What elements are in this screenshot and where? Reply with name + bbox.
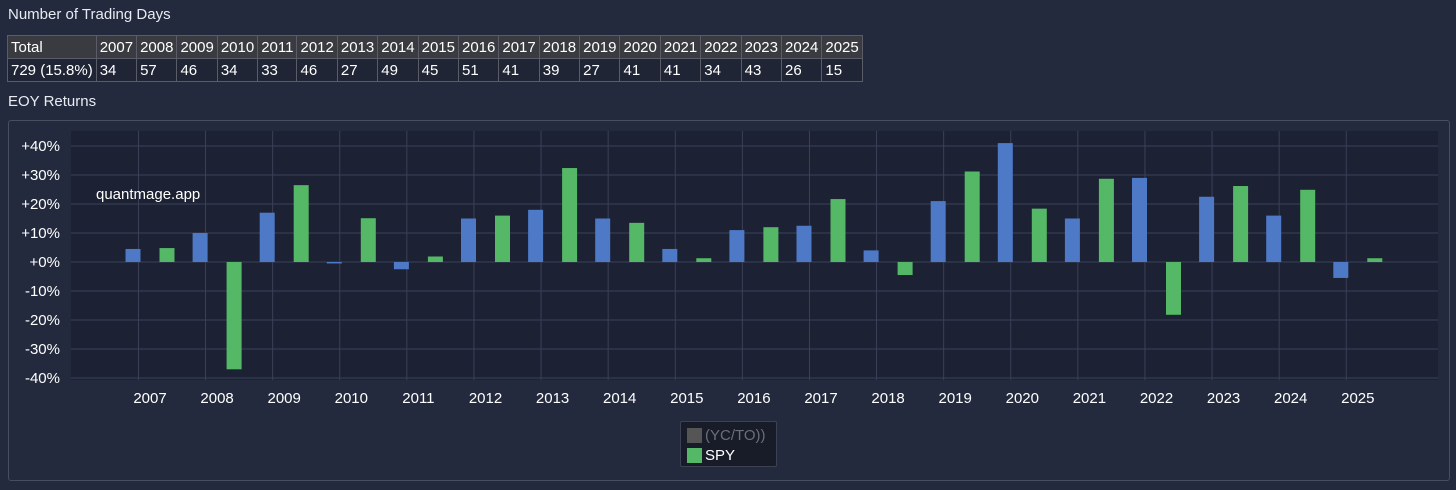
header-cell-2018: 2018 [538, 35, 581, 59]
value-cell-2008: 57 [136, 58, 178, 82]
header-cell-total: Total [7, 35, 97, 59]
value-cell-2015: 45 [417, 58, 459, 82]
header-cell-2024: 2024 [780, 35, 823, 59]
header-cell-2017: 2017 [498, 35, 540, 59]
legend-item-series-1[interactable]: (YC/TO)) [687, 426, 766, 444]
value-cell-2024: 26 [780, 58, 823, 82]
header-cell-2020: 2020 [619, 35, 661, 59]
trading-days-heading: Number of Trading Days [8, 6, 171, 23]
header-cell-2019: 2019 [579, 35, 621, 59]
header-cell-2021: 2021 [659, 35, 702, 59]
header-cell-2011: 2011 [257, 35, 298, 59]
eoy-returns-heading: EOY Returns [8, 93, 97, 110]
value-cell-2011: 33 [257, 58, 298, 82]
header-cell-2012: 2012 [296, 35, 338, 59]
header-cell-2013: 2013 [336, 35, 379, 59]
value-cell-2009: 46 [176, 58, 218, 82]
header-cell-2007: 2007 [95, 35, 138, 59]
value-cell-total: 729 (15.8%) [7, 58, 97, 82]
legend-item-spy[interactable]: SPY [687, 446, 735, 464]
chart-legend: (YC/TO)) SPY [680, 421, 777, 467]
value-cell-2019: 27 [579, 58, 621, 82]
value-cell-2012: 46 [296, 58, 338, 82]
header-cell-2009: 2009 [176, 35, 218, 59]
header-cell-2014: 2014 [377, 35, 419, 59]
value-cell-2020: 41 [619, 58, 661, 82]
value-cell-2014: 49 [377, 58, 419, 82]
legend-swatch-spy [687, 447, 702, 463]
value-cell-2017: 41 [498, 58, 540, 82]
value-cell-2016: 51 [457, 58, 500, 82]
value-cell-2018: 39 [538, 58, 581, 82]
value-cell-2022: 34 [700, 58, 742, 82]
legend-label-spy: SPY [705, 446, 736, 464]
trading-days-values-row: 729 (15.8%) 34 57 46 34 33 46 27 49 45 51 41 39 27 41 4… [7, 58, 863, 82]
header-cell-2023: 2023 [740, 35, 782, 59]
header-cell-2022: 2022 [700, 35, 742, 59]
value-cell-2023: 43 [740, 58, 782, 82]
header-cell-2010: 2010 [216, 35, 259, 59]
trading-days-table: Total 2007 2008 2009 2010 2011 2012 2013 2014 201… [7, 35, 863, 82]
trading-days-header-row: Total 2007 2008 2009 2010 2011 2012 2013 2014 201… [7, 35, 863, 59]
header-cell-2008: 2008 [136, 35, 178, 59]
value-cell-2007: 34 [95, 58, 138, 82]
value-cell-2013: 27 [336, 58, 379, 82]
value-cell-2025: 15 [821, 58, 863, 82]
legend-label-series-1: (YC/TO)) [705, 426, 766, 444]
value-cell-2010: 34 [216, 58, 259, 82]
value-cell-2021: 41 [659, 58, 702, 82]
legend-swatch-series-1 [687, 427, 702, 443]
header-cell-2015: 2015 [417, 35, 459, 59]
header-cell-2016: 2016 [457, 35, 500, 59]
header-cell-2025: 2025 [821, 35, 863, 59]
